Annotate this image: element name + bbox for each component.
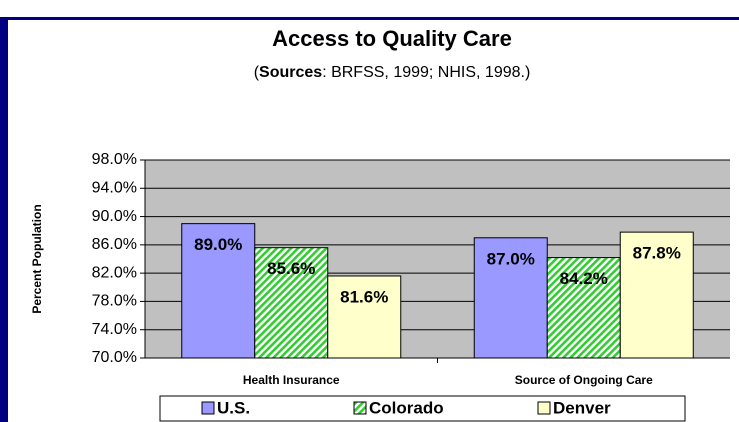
chart-title: Access to Quality Care (272, 26, 512, 51)
x-tick-label: Health Insurance (243, 373, 340, 387)
value-label: 89.0% (194, 235, 242, 254)
y-tick-label: 78.0% (92, 293, 137, 310)
y-tick-label: 90.0% (92, 208, 137, 225)
value-label: 84.2% (560, 269, 608, 288)
legend-label: U.S. (217, 398, 250, 417)
y-tick-label: 82.0% (92, 264, 137, 281)
y-tick-label: 86.0% (92, 236, 137, 253)
x-tick-label: Source of Ongoing Care (515, 373, 653, 387)
subtitle-part: Sources (259, 64, 322, 81)
value-label: 87.0% (487, 249, 535, 268)
legend-swatch (537, 401, 551, 415)
legend-label: Colorado (369, 398, 444, 417)
y-tick-label: 98.0% (92, 151, 137, 168)
subtitle-part: : BRFSS, 1999; NHIS, 1998.) (322, 64, 530, 81)
bar (473, 237, 548, 359)
frame-top (0, 17, 739, 20)
y-tick-label: 94.0% (92, 180, 137, 197)
legend-swatch (201, 401, 215, 415)
y-tick-label: 74.0% (92, 321, 137, 338)
bar (181, 223, 256, 359)
bar (327, 275, 402, 359)
value-label: 87.8% (633, 244, 681, 263)
value-label: 81.6% (340, 287, 388, 306)
subtitle-part: ( (254, 64, 260, 81)
bar (546, 257, 621, 359)
legend-label: Denver (553, 398, 611, 417)
frame-left (0, 17, 8, 422)
y-axis-label: Percent Population (30, 204, 44, 313)
bar (619, 231, 694, 359)
legend-swatch (353, 401, 367, 415)
legend (159, 395, 686, 422)
chart-subtitle: (Sources: BRFSS, 1999; NHIS, 1998.) (254, 64, 531, 81)
value-label: 85.6% (267, 259, 315, 278)
y-tick-label: 70.0% (92, 349, 137, 366)
